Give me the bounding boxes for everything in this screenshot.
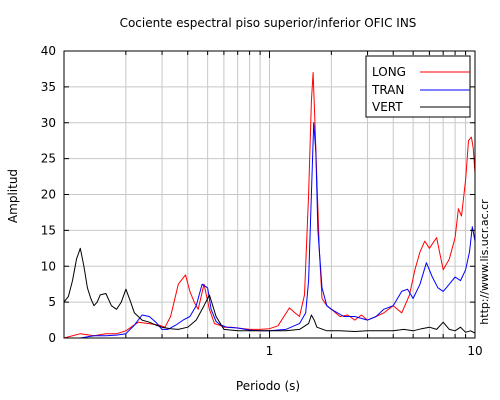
x-tick-label: 10 (467, 344, 482, 358)
x-axis-label: Periodo (s) (236, 379, 300, 393)
y-tick-label: 10 (41, 259, 56, 273)
y-tick-label: 20 (41, 188, 56, 202)
y-tick-label: 35 (41, 80, 56, 94)
series-layer (63, 72, 476, 339)
legend-label-long: LONG (372, 65, 406, 79)
y-tick-label: 0 (48, 331, 56, 345)
y-tick-label: 5 (48, 295, 56, 309)
legend-label-tran: TRAN (371, 83, 404, 97)
y-tick-label: 15 (41, 223, 56, 237)
x-tick-label: 1 (266, 344, 274, 358)
series-line-long (63, 72, 476, 339)
series-line-vert (63, 247, 476, 334)
axis-ticks: 0 5 10 15 20 25 30 35 40 1 10 (41, 44, 483, 358)
chart-title: Cociente espectral piso superior/inferio… (120, 16, 417, 30)
y-tick-label: 30 (41, 116, 56, 130)
legend: LONG TRAN VERT (365, 55, 471, 118)
y-axis-label: Amplitud (6, 169, 20, 223)
grid-lines (64, 51, 475, 338)
y-tick-label: 25 (41, 152, 56, 166)
y-tick-label: 40 (41, 44, 56, 58)
legend-label-vert: VERT (372, 100, 403, 114)
source-url: http://www.lis.ucr.ac.cr (478, 199, 491, 325)
